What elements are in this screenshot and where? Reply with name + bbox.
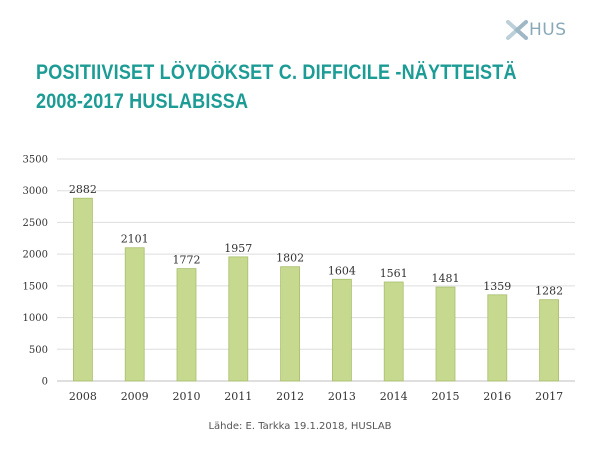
x-tick-label: 2014 (380, 390, 408, 403)
x-tick-label: 2010 (173, 390, 201, 403)
bar (331, 278, 352, 382)
data-label: 2101 (121, 233, 149, 246)
bar (73, 197, 93, 382)
bar (539, 299, 559, 382)
slide-title: POSITIIVISET LÖYDÖKSET C. DIFFICILE -NÄY… (36, 58, 517, 116)
title-line-2: 2008-2017 HUSLABISSA (36, 90, 249, 113)
bar (435, 286, 456, 382)
logo-text: HUS (529, 20, 567, 40)
x-tick-label: 2016 (483, 390, 511, 403)
data-label: 1282 (535, 285, 563, 298)
y-tick-label: 3500 (23, 155, 48, 166)
source-note: Lähde: E. Tarkka 19.1.2018, HUSLAB (208, 421, 392, 432)
x-tick-label: 2008 (69, 390, 97, 403)
bar (176, 268, 197, 382)
data-label: 2882 (69, 183, 97, 196)
x-tick-label: 2013 (328, 390, 356, 403)
y-tick-label: 1500 (23, 281, 48, 292)
title-line-1: POSITIIVISET LÖYDÖKSET C. DIFFICILE -NÄY… (36, 61, 517, 84)
bar (228, 256, 249, 382)
data-label: 1957 (224, 242, 252, 255)
hus-cross-logo-icon (506, 20, 528, 40)
y-tick-label: 500 (29, 345, 48, 356)
data-label: 1481 (432, 272, 460, 285)
bar (487, 294, 508, 382)
data-label: 1772 (173, 254, 201, 267)
y-tick-label: 3000 (23, 186, 48, 197)
x-tick-label: 2009 (121, 390, 149, 403)
bar (280, 266, 301, 382)
data-label: 1604 (328, 264, 356, 277)
y-tick-label: 1000 (23, 313, 48, 324)
data-label: 1359 (483, 280, 511, 293)
y-tick-label: 2500 (23, 218, 48, 229)
x-tick-label: 2012 (276, 390, 304, 403)
bar (124, 247, 145, 382)
data-label: 1802 (276, 252, 304, 265)
bar (383, 281, 404, 382)
x-tick-label: 2015 (432, 390, 460, 403)
x-tick-label: 2017 (535, 390, 563, 403)
y-tick-label: 0 (42, 377, 48, 388)
data-label: 1561 (380, 267, 408, 280)
hus-logo: HUS (506, 20, 567, 40)
x-tick-label: 2011 (224, 390, 252, 403)
y-tick-label: 2000 (23, 250, 48, 261)
